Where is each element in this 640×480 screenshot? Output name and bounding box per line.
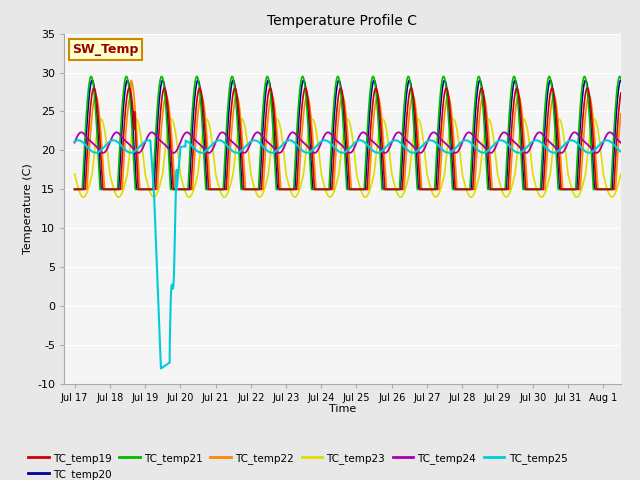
X-axis label: Time: Time bbox=[329, 405, 356, 414]
Y-axis label: Temperature (C): Temperature (C) bbox=[23, 163, 33, 254]
Text: SW_Temp: SW_Temp bbox=[72, 43, 139, 56]
Title: Temperature Profile C: Temperature Profile C bbox=[268, 14, 417, 28]
Legend: TC_temp19, TC_temp20, TC_temp21, TC_temp22, TC_temp23, TC_temp24, TC_temp25: TC_temp19, TC_temp20, TC_temp21, TC_temp… bbox=[24, 449, 572, 480]
